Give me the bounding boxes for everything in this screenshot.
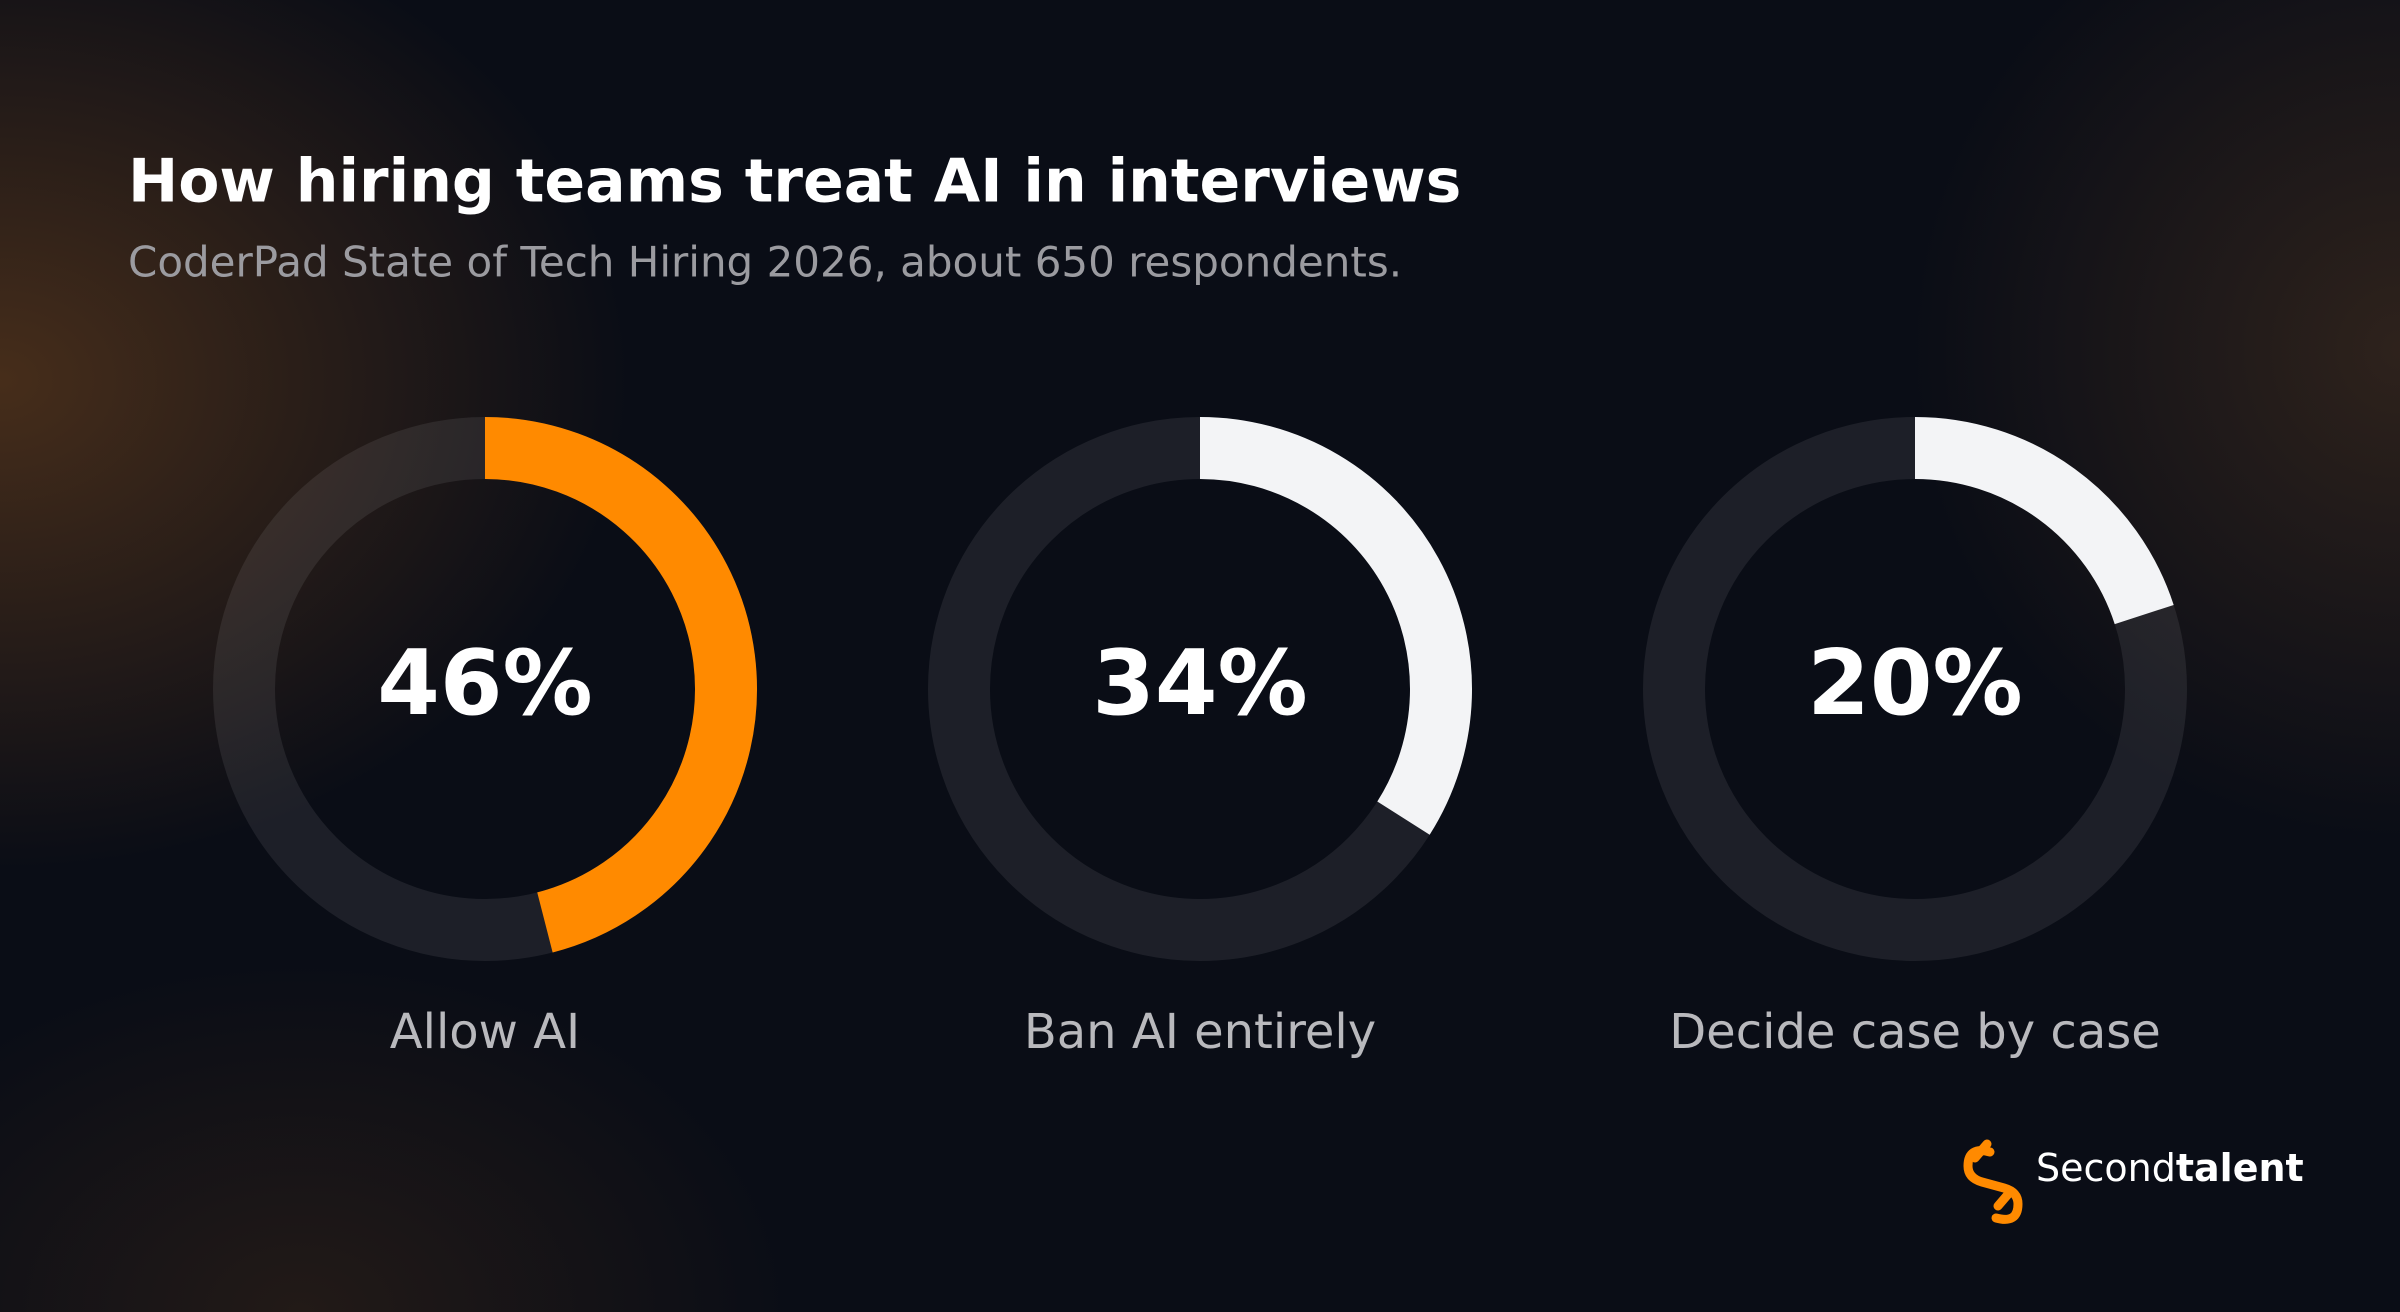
logo-bold: talent [2176, 1146, 2304, 1190]
chart-subtitle: CoderPad State of Tech Hiring 2026, abou… [128, 238, 1402, 287]
value-label: 46% [377, 631, 592, 736]
donut-arc [1914, 417, 2174, 625]
category-label: Decide case by case [1669, 1004, 2161, 1060]
value-label: 20% [1807, 631, 2022, 736]
category-label: Ban AI entirely [1024, 1004, 1376, 1060]
donut-arc [1199, 417, 1472, 835]
logo: Secondtalent [1963, 1139, 2304, 1224]
category-label: Allow AI [390, 1004, 580, 1060]
logo-regular: Second [2036, 1146, 2176, 1190]
chart-title: How hiring teams treat AI in interviews [128, 147, 1461, 217]
value-label: 34% [1092, 631, 1307, 736]
logo-icon [1963, 1146, 2023, 1224]
logo-icon [1970, 1139, 2015, 1211]
logo-text: Secondtalent [2036, 1146, 2304, 1190]
donut-arc [484, 417, 757, 953]
